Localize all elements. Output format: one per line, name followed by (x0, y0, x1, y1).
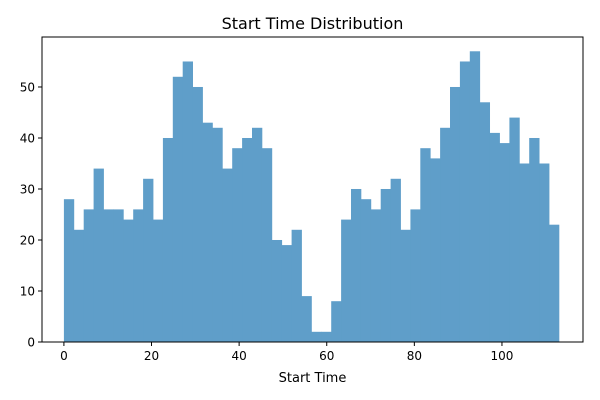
y-tick-label: 0 (27, 336, 35, 350)
histogram-bar (192, 86, 203, 342)
histogram-bar (549, 224, 560, 342)
histogram-bar (202, 122, 213, 342)
histogram-bar (73, 229, 85, 342)
histogram-bar (311, 331, 322, 342)
histogram-bar (499, 143, 510, 342)
histogram-bar (380, 188, 392, 342)
x-tick-label: 60 (319, 349, 334, 363)
histogram-bar (420, 148, 431, 342)
histogram-bar (450, 86, 461, 342)
histogram-bar (331, 301, 342, 342)
bars-layer (63, 51, 560, 342)
histogram-bar (390, 178, 401, 342)
histogram-bar (489, 132, 500, 342)
histogram-bar (252, 127, 263, 342)
plot-frame (41, 36, 584, 343)
histogram-bar (162, 137, 174, 342)
x-tick-label: 0 (60, 349, 68, 363)
histogram-bar (291, 229, 302, 342)
histogram-bar (509, 117, 520, 342)
x-tick-label: 20 (144, 349, 159, 363)
histogram-bar (370, 209, 382, 342)
histogram-bar (143, 178, 154, 342)
histogram-bar (182, 61, 193, 342)
histogram-bar (360, 199, 372, 342)
y-tick-label: 30 (20, 182, 35, 196)
histogram-bar (83, 209, 94, 342)
histogram-bar (113, 209, 124, 342)
histogram-bar (133, 209, 144, 342)
histogram-bar (123, 219, 134, 342)
histogram-bar (410, 209, 421, 342)
ticks-layer: 0 20 40 60 80 100 0 10 20 30 40 50 (20, 80, 514, 363)
histogram-bar (172, 76, 184, 342)
histogram-bar (430, 158, 441, 342)
y-tick-label: 40 (20, 131, 35, 145)
histogram-bar (232, 148, 243, 342)
histogram-bar (261, 148, 273, 342)
y-tick-label: 50 (20, 80, 35, 94)
histogram-bar (459, 61, 471, 342)
x-tick-label: 100 (491, 349, 514, 363)
y-tick-label: 10 (20, 284, 35, 298)
histogram-bar (212, 127, 223, 342)
histogram-bar (479, 102, 491, 342)
histogram-bar (242, 137, 253, 342)
histogram-bar (321, 331, 332, 342)
x-axis-label: Start Time (279, 371, 347, 386)
histogram-bar (63, 199, 75, 342)
histogram-bar (341, 219, 352, 342)
histogram-bar (271, 239, 283, 342)
histogram-bar (469, 51, 481, 342)
histogram-bar (529, 137, 540, 342)
x-tick-label: 80 (407, 349, 422, 363)
histogram-bar (153, 219, 164, 342)
histogram-bar (301, 296, 312, 342)
x-tick-label: 40 (231, 349, 246, 363)
histogram-bar (519, 163, 530, 342)
histogram-bar (440, 127, 451, 342)
y-tick-label: 20 (20, 233, 35, 247)
chart-title: Start Time Distribution (222, 14, 404, 33)
histogram-bar (281, 245, 292, 342)
histogram-bar (222, 168, 233, 342)
histogram-bar (103, 209, 114, 342)
histogram-bar (351, 188, 362, 342)
histogram-bar (93, 168, 104, 342)
histogram-bar (400, 229, 411, 342)
histogram-bar (539, 163, 550, 342)
